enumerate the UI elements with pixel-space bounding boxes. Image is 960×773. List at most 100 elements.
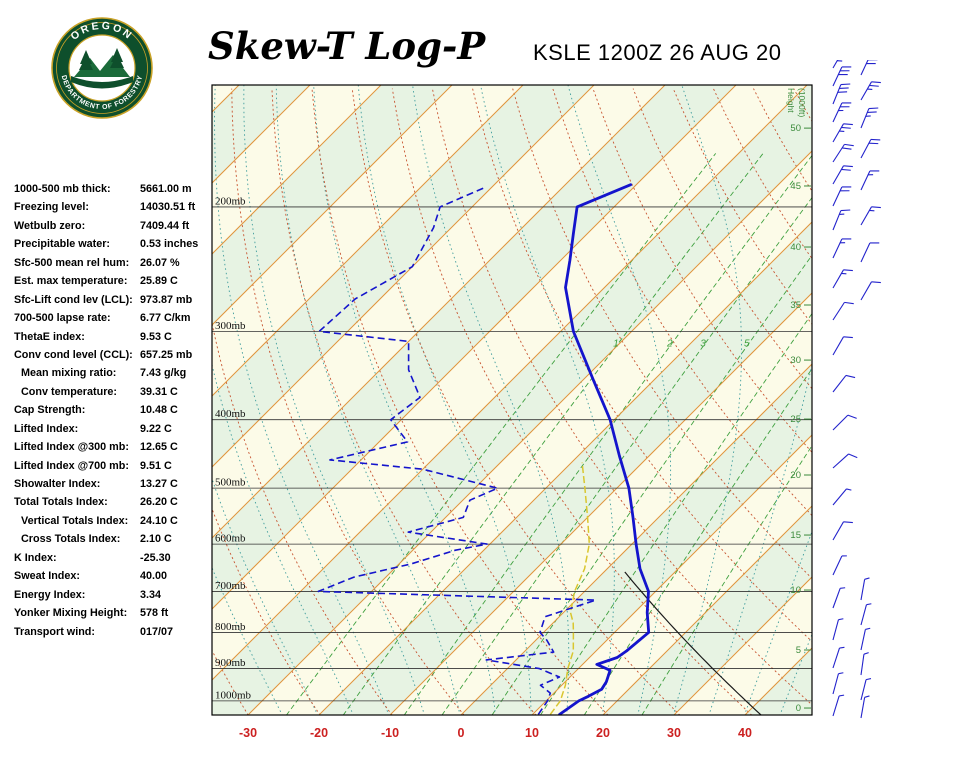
wind-barb-icon [832, 143, 854, 163]
svg-text:-30: -30 [239, 726, 257, 740]
svg-text:5: 5 [744, 338, 750, 349]
index-value: 12.65 C [140, 441, 178, 454]
wetbulb-trace [549, 462, 591, 715]
index-row: 1000-500 mb thick: 5661.00 m [14, 183, 212, 201]
index-value: 26.07 % [140, 256, 180, 269]
index-row: Total Totals Index: 26.20 C [14, 496, 212, 514]
index-label: Showalter Index: [14, 478, 101, 490]
index-label: 700-500 lapse rate: [14, 312, 111, 325]
svg-text:0: 0 [796, 703, 801, 714]
wind-barb-icon [832, 269, 853, 289]
index-value: 26.20 C [140, 496, 178, 509]
index-value: 3.34 [140, 588, 162, 601]
wind-barb-icon [832, 672, 844, 695]
svg-text:-10: -10 [381, 726, 399, 740]
wind-barb-icon [832, 521, 853, 541]
index-label: Lifted Index @300 mb: [14, 441, 129, 454]
index-label: Transport wind: [14, 625, 95, 638]
wind-barbs [832, 49, 881, 719]
wind-barb-icon [832, 186, 852, 207]
index-label: Energy Index: [14, 588, 86, 601]
wind-barb-icon [860, 242, 880, 263]
svg-text:1000mb: 1000mb [215, 689, 252, 701]
index-value: 657.25 mb [140, 348, 193, 361]
index-label: Freezing level: [14, 201, 90, 214]
wind-barb-icon [860, 678, 872, 701]
index-label: Cross Totals Index: [21, 533, 121, 546]
svg-text:800mb: 800mb [215, 621, 246, 633]
wind-barb-icon [860, 695, 870, 719]
index-value: 10.48 C [140, 404, 178, 417]
index-value: 13.27 C [140, 478, 178, 490]
index-row: Yonker Mixing Height: 578 ft [14, 607, 212, 625]
index-label: Wetbulb zero: [14, 219, 86, 232]
svg-text:20: 20 [790, 470, 801, 481]
index-row: Transport wind: 017/07 [14, 626, 212, 644]
svg-text:10: 10 [525, 726, 539, 740]
wind-barb-icon [860, 652, 869, 676]
wind-barb-icon [832, 66, 852, 87]
svg-text:25: 25 [790, 414, 801, 425]
index-value: 017/07 [140, 625, 174, 638]
index-row: Sfc-Lift cond lev (LCL): 973.87 mb [14, 294, 212, 312]
wind-barb-icon [832, 123, 853, 143]
svg-text:500mb: 500mb [215, 477, 246, 489]
index-row: ThetaE index: 9.53 C [14, 331, 212, 349]
index-label: Est. max temperature: [14, 275, 128, 288]
index-value: 24.10 C [140, 514, 178, 527]
index-label: Sfc-500 mean rel hum: [14, 256, 130, 269]
svg-text:3: 3 [700, 338, 706, 349]
wind-barb-icon [832, 453, 858, 469]
index-value: 7.43 g/kg [140, 367, 187, 380]
svg-text:10: 10 [790, 585, 801, 596]
wind-barb-icon [860, 138, 881, 159]
wind-barb-icon [832, 238, 852, 259]
wind-barb-icon [860, 281, 881, 301]
index-row: Mean mixing ratio: 7.43 g/kg [14, 367, 212, 385]
index-value: 6.77 C/km [140, 312, 191, 325]
odf-logo: OREGON DEPARTMENT OF FORESTRY [51, 17, 153, 119]
index-row: Lifted Index: 9.22 C [14, 423, 212, 441]
index-value: 973.87 mb [140, 293, 193, 306]
index-row: Sfc-500 mean rel hum: 26.07 % [14, 257, 212, 275]
index-row: 700-500 lapse rate: 6.77 C/km [14, 312, 212, 330]
index-label: Mean mixing ratio: [21, 367, 117, 380]
wind-barb-icon [860, 170, 880, 191]
index-row: Conv cond level (CCL): 657.25 mb [14, 349, 212, 367]
svg-text:50: 50 [790, 123, 801, 134]
index-label: ThetaE index: [14, 330, 85, 343]
index-row: Energy Index: 3.34 [14, 589, 212, 607]
index-row: K Index: -25.30 [14, 552, 212, 570]
wind-barb-icon [860, 627, 871, 651]
wind-barb-icon [832, 555, 847, 576]
wind-barb-icon [832, 102, 852, 123]
index-row: Precipitable water: 0.53 inches [14, 238, 212, 256]
svg-text:20: 20 [596, 726, 610, 740]
svg-text:0: 0 [458, 726, 465, 740]
temperature-trace [558, 183, 651, 715]
wind-barb-icon [860, 107, 879, 129]
index-value: 0.53 inches [140, 238, 199, 251]
index-row: Cross Totals Index: 2.10 C [14, 533, 212, 551]
wind-barb-icon [832, 488, 852, 506]
svg-text:45: 45 [790, 181, 801, 192]
index-label: Conv temperature: [21, 385, 117, 398]
skewt-chart: 1 2 3 5200mb300mb400mb500mb600mb700mb800mb9… [211, 49, 881, 740]
svg-text:900mb: 900mb [215, 657, 246, 669]
index-label: Vertical Totals Index: [21, 514, 129, 527]
index-row: Sweat Index: 40.00 [14, 570, 212, 588]
index-label: Lifted Index: [14, 422, 79, 435]
index-row: Lifted Index @700 mb: 9.51 C [14, 460, 212, 478]
indices-panel: 1000-500 mb thick: 5661.00 m Freezing leve… [14, 183, 212, 644]
index-value: 2.10 C [140, 533, 172, 546]
index-value: 9.53 C [140, 330, 172, 343]
wind-barb-icon [832, 646, 845, 669]
pressure-lines [212, 206, 812, 702]
index-row: Showalter Index: 13.27 C [14, 478, 212, 496]
index-label: Precipitable water: [14, 238, 111, 251]
mixing-ratio-labels: 1 2 3 5 [613, 338, 750, 349]
wind-barb-icon [832, 374, 856, 393]
index-row: Cap Strength: 10.48 C [14, 404, 212, 422]
wind-barb-icon [832, 414, 857, 431]
